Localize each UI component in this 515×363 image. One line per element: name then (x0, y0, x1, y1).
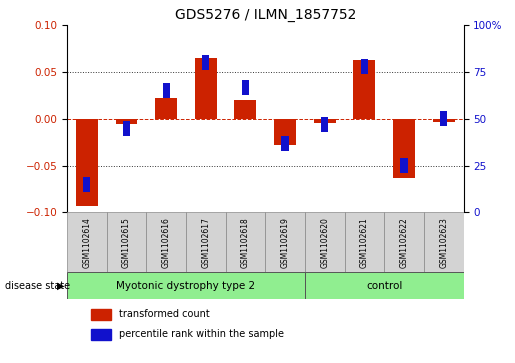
Text: GSM1102620: GSM1102620 (320, 217, 329, 268)
Bar (305, 212, 345, 272)
Bar (107, 212, 146, 272)
Bar (115, 119, 138, 123)
Bar (424, 212, 464, 272)
Text: GSM1102618: GSM1102618 (241, 217, 250, 268)
Text: transformed count: transformed count (118, 309, 209, 319)
Bar (146, 212, 186, 272)
Text: Myotonic dystrophy type 2: Myotonic dystrophy type 2 (116, 281, 255, 291)
Text: GSM1102617: GSM1102617 (201, 217, 210, 268)
Text: GSM1102622: GSM1102622 (400, 217, 408, 268)
Bar (314, 119, 336, 123)
Text: percentile rank within the sample: percentile rank within the sample (118, 330, 283, 339)
Bar (155, 98, 177, 119)
Bar (345, 212, 384, 272)
Text: GSM1102619: GSM1102619 (281, 217, 289, 268)
Text: ▶: ▶ (57, 281, 64, 291)
Bar (67, 272, 305, 299)
Bar (440, 111, 447, 126)
Text: GSM1102614: GSM1102614 (82, 217, 91, 268)
Title: GDS5276 / ILMN_1857752: GDS5276 / ILMN_1857752 (175, 8, 356, 22)
Bar (67, 212, 107, 272)
Bar (91, 329, 111, 340)
Bar (401, 158, 407, 173)
Bar (195, 58, 217, 119)
Bar (393, 119, 415, 178)
Bar (242, 79, 249, 95)
Bar (234, 100, 256, 119)
Bar (384, 212, 424, 272)
Bar (202, 55, 209, 70)
Bar (123, 121, 130, 136)
Text: GSM1102615: GSM1102615 (122, 217, 131, 268)
Bar (433, 119, 455, 122)
Bar (353, 60, 375, 119)
Bar (265, 212, 305, 272)
Bar (186, 212, 226, 272)
Text: control: control (366, 281, 402, 291)
Text: disease state: disease state (5, 281, 70, 291)
Text: GSM1102623: GSM1102623 (439, 217, 448, 268)
Bar (321, 117, 328, 132)
Bar (163, 83, 169, 98)
Text: GSM1102616: GSM1102616 (162, 217, 170, 268)
Bar (305, 272, 464, 299)
Bar (274, 119, 296, 145)
Bar (91, 309, 111, 320)
Bar (282, 136, 288, 151)
Bar (361, 59, 368, 74)
Text: GSM1102621: GSM1102621 (360, 217, 369, 268)
Bar (226, 212, 265, 272)
Bar (76, 119, 98, 206)
Bar (83, 177, 90, 192)
